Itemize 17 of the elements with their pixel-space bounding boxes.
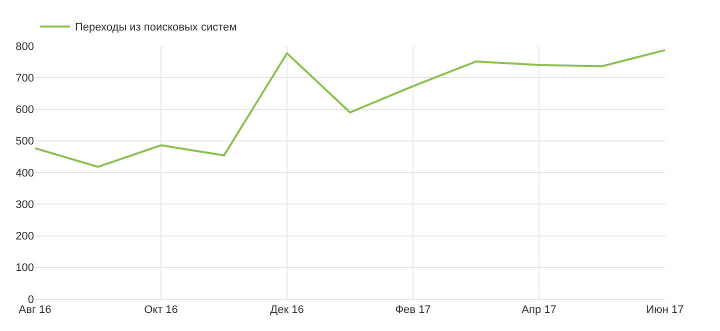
legend-label: Переходы из поисковых систем	[75, 22, 237, 34]
y-tick-label: 500	[16, 136, 34, 148]
x-tick-label: Апр 17	[522, 304, 556, 316]
y-tick-label: 0	[28, 294, 34, 306]
y-tick-label: 600	[16, 104, 34, 116]
x-tick-label: Июн 17	[646, 304, 684, 316]
y-tick-label: 100	[16, 262, 34, 274]
x-tick-label: Авг 16	[18, 304, 52, 316]
y-tick-label: 800	[16, 40, 34, 53]
x-tick-label: Окт 16	[144, 304, 178, 316]
y-tick-label: 400	[16, 167, 34, 180]
y-tick-label: 200	[16, 230, 34, 243]
y-tick-label: 700	[16, 72, 34, 84]
line-series	[35, 49, 665, 168]
x-tick-label: Фев 17	[395, 304, 431, 316]
y-tick-label: 300	[16, 198, 34, 211]
x-tick-label: Дек 16	[270, 304, 304, 316]
